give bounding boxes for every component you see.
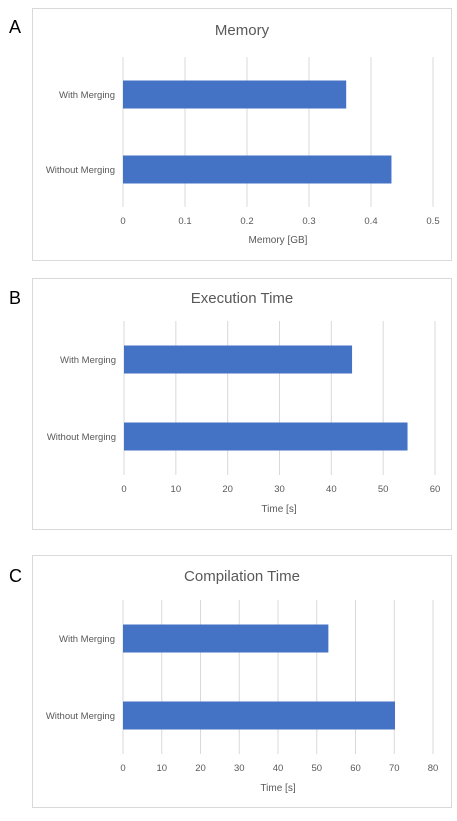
- x-tick-label: 0: [120, 763, 125, 774]
- bar: [123, 701, 396, 730]
- category-label: With Merging: [59, 90, 115, 101]
- x-tick-label: 40: [273, 763, 284, 774]
- category-label: Without Merging: [46, 711, 115, 722]
- x-tick-label: 60: [430, 484, 441, 495]
- x-axis-label: Time [s]: [260, 783, 295, 794]
- category-label: With Merging: [60, 355, 116, 366]
- chart-title: Memory: [215, 22, 270, 39]
- x-tick-label: 0.5: [426, 216, 439, 227]
- x-tick-label: 50: [311, 763, 322, 774]
- x-tick-label: 80: [428, 763, 439, 774]
- compilation-time-chart-svg: Compilation Time With Merging Without Mer…: [46, 568, 439, 794]
- bar: [123, 80, 347, 109]
- x-tick-label: 0.2: [240, 216, 253, 227]
- x-tick-label: 70: [389, 763, 400, 774]
- x-tick-label: 0: [120, 216, 125, 227]
- x-tick-label: 10: [156, 763, 167, 774]
- category-label: Without Merging: [47, 432, 116, 443]
- panel-letter-c: C: [9, 566, 22, 586]
- x-tick-label: 0.4: [364, 216, 377, 227]
- x-axis-label: Memory [GB]: [249, 235, 308, 246]
- x-tick-label: 40: [326, 484, 337, 495]
- panel-letter-b: B: [9, 288, 22, 308]
- bar: [123, 155, 392, 184]
- x-tick-label: 50: [378, 484, 389, 495]
- x-tick-label: 0.1: [178, 216, 191, 227]
- bar: [124, 422, 408, 451]
- memory-chart-svg: Memory With Merging Without Merging 0 0.1 0…: [46, 22, 440, 246]
- x-tick-label: 10: [171, 484, 182, 495]
- x-tick-label: 20: [195, 763, 206, 774]
- panel-letter-a: A: [9, 17, 22, 37]
- bar: [124, 345, 353, 374]
- x-tick-label: 60: [350, 763, 361, 774]
- execution-time-chart-svg: Execution Time With Merging Without Mergi…: [47, 290, 441, 515]
- x-tick-label: 30: [274, 484, 285, 495]
- x-tick-label: 30: [234, 763, 245, 774]
- x-axis-label: Time [s]: [261, 504, 296, 515]
- x-tick-label: 0.3: [302, 216, 315, 227]
- category-label: With Merging: [59, 634, 115, 645]
- compilation-time-chart: Compilation Time With Merging Without Mer…: [32, 555, 452, 808]
- memory-chart: Memory With Merging Without Merging 0 0.1 0…: [32, 8, 452, 261]
- category-label: Without Merging: [46, 165, 115, 176]
- bar: [123, 624, 329, 653]
- x-tick-label: 20: [222, 484, 233, 495]
- x-tick-label: 0: [121, 484, 126, 495]
- chart-title: Execution Time: [191, 290, 294, 307]
- chart-title: Compilation Time: [184, 568, 300, 585]
- execution-time-chart: Execution Time With Merging Without Mergi…: [32, 278, 452, 530]
